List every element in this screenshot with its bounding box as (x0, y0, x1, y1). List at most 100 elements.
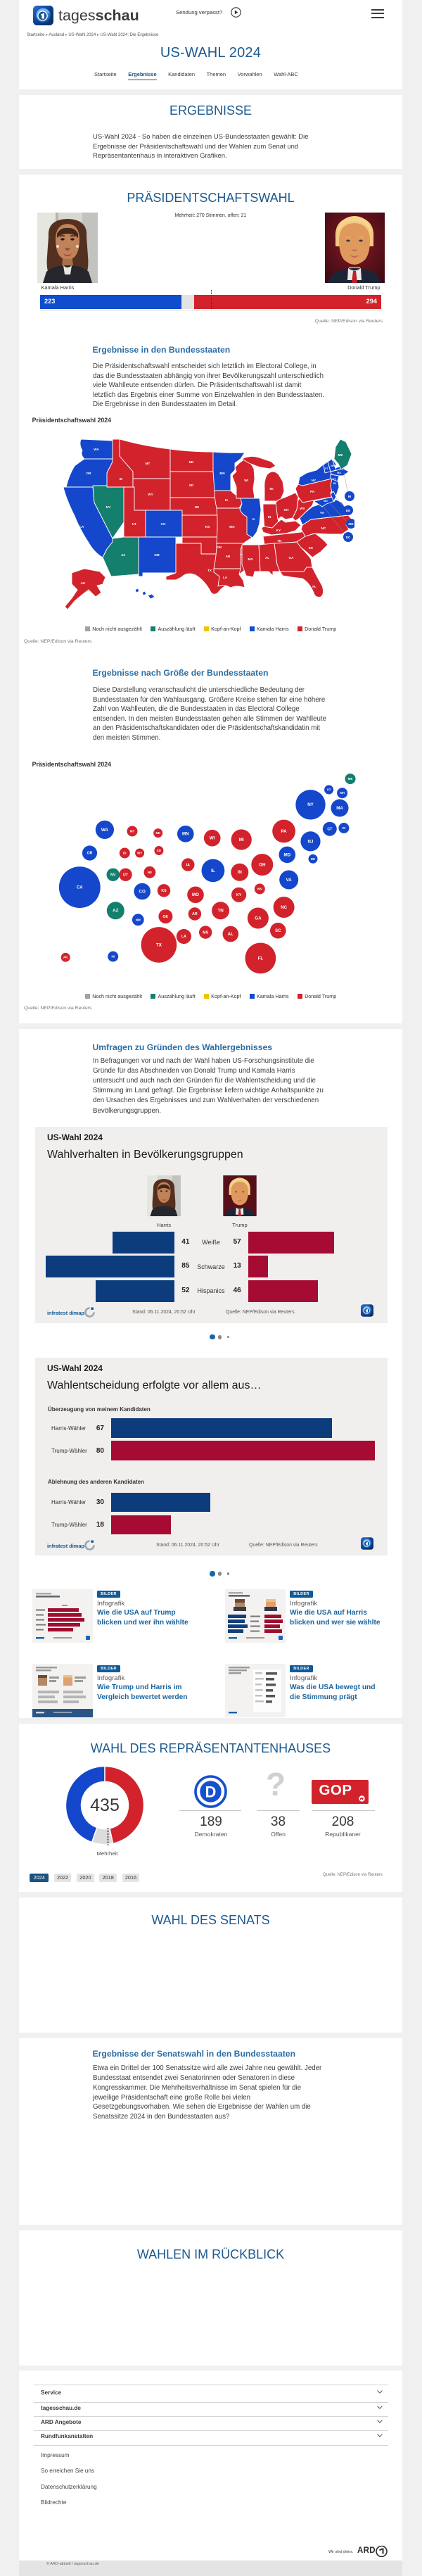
svg-text:NE: NE (195, 505, 199, 509)
svg-text:MD: MD (283, 852, 290, 857)
svg-text:IA: IA (186, 863, 190, 867)
svg-text:VT: VT (325, 467, 328, 470)
svg-text:MN: MN (182, 832, 189, 837)
svg-text:WY: WY (137, 851, 142, 854)
svg-text:ID: ID (123, 851, 127, 854)
svg-text:IL: IL (211, 869, 215, 873)
svg-text:WV: WV (257, 887, 262, 890)
svg-text:NC: NC (321, 526, 326, 530)
svg-text:AR: AR (192, 912, 198, 916)
svg-text:NH: NH (340, 791, 345, 795)
svg-text:GA: GA (289, 556, 295, 560)
svg-text:RI: RI (348, 495, 352, 498)
svg-text:TX: TX (207, 569, 212, 572)
svg-text:MI: MI (269, 487, 273, 491)
svg-text:VA: VA (286, 878, 293, 883)
svg-text:KS: KS (161, 889, 167, 893)
svg-text:KY: KY (236, 893, 242, 897)
svg-text:MD: MD (324, 500, 328, 503)
svg-text:LA: LA (181, 935, 186, 939)
svg-text:CA: CA (77, 885, 83, 890)
svg-text:TN: TN (217, 909, 224, 914)
svg-text:NH: NH (331, 465, 335, 467)
svg-text:GA: GA (255, 916, 262, 921)
svg-text:ME: ME (338, 453, 343, 457)
svg-text:OR: OR (87, 852, 93, 856)
svg-text:CA: CA (79, 525, 84, 529)
svg-text:WA: WA (101, 828, 108, 833)
svg-text:MS: MS (248, 557, 253, 561)
svg-text:NE: NE (148, 871, 152, 874)
svg-text:PA: PA (281, 829, 288, 834)
svg-text:AZ: AZ (121, 553, 125, 557)
svg-text:VT: VT (327, 788, 331, 791)
svg-text:WV: WV (300, 507, 305, 510)
svg-text:CT: CT (333, 478, 337, 481)
svg-text:WY: WY (148, 493, 153, 496)
svg-text:AL: AL (228, 932, 234, 937)
svg-text:TX: TX (156, 942, 162, 947)
svg-text:MT: MT (146, 462, 151, 465)
svg-text:OR: OR (87, 472, 92, 475)
svg-text:DE: DE (346, 509, 350, 512)
svg-text:OH: OH (284, 508, 290, 512)
svg-text:NJ: NJ (308, 839, 314, 844)
svg-text:CO: CO (139, 889, 146, 894)
svg-text:AK: AK (63, 956, 68, 959)
svg-text:PA: PA (310, 490, 315, 493)
svg-text:KY: KY (276, 529, 281, 532)
svg-text:NM: NM (154, 553, 159, 557)
svg-text:UT: UT (123, 873, 129, 877)
svg-text:DC: DC (346, 536, 351, 539)
svg-text:OH: OH (259, 862, 266, 867)
svg-text:SC: SC (309, 546, 314, 550)
svg-text:SD: SD (157, 849, 162, 852)
svg-text:MO: MO (192, 892, 199, 897)
svg-text:AL: AL (265, 556, 269, 560)
svg-text:NM: NM (136, 918, 141, 921)
svg-text:WI: WI (244, 479, 248, 482)
svg-text:OK: OK (163, 915, 169, 919)
svg-text:RI: RI (343, 826, 346, 830)
svg-text:MD: MD (348, 522, 354, 526)
svg-text:SD: SD (189, 484, 194, 487)
svg-text:MA: MA (337, 472, 341, 474)
svg-text:NV: NV (110, 873, 116, 877)
svg-text:LA: LA (223, 576, 228, 579)
svg-text:MA: MA (336, 806, 343, 811)
svg-text:ND: ND (189, 460, 194, 464)
svg-text:FL: FL (312, 585, 316, 588)
svg-text:ID: ID (120, 477, 123, 481)
svg-text:MS: MS (203, 930, 208, 935)
svg-text:AR: AR (226, 555, 231, 558)
svg-text:VA: VA (320, 511, 325, 514)
svg-text:NJ: NJ (333, 482, 337, 485)
svg-text:TN: TN (277, 539, 282, 543)
svg-text:MT: MT (130, 829, 135, 833)
svg-text:NV: NV (106, 505, 111, 509)
svg-text:MO: MO (229, 525, 235, 529)
svg-text:D: D (205, 1783, 217, 1801)
svg-text:CO: CO (161, 522, 166, 526)
svg-text:NY: NY (307, 802, 314, 807)
svg-text:UT: UT (132, 522, 136, 526)
svg-text:HI: HI (125, 597, 129, 600)
svg-text:OK: OK (217, 545, 223, 549)
svg-text:MI: MI (239, 838, 244, 842)
svg-text:WI: WI (210, 836, 215, 841)
svg-text:WA: WA (94, 448, 99, 451)
svg-text:ME: ME (348, 777, 353, 781)
svg-text:DE: DE (311, 857, 315, 861)
svg-text:NY: NY (312, 479, 316, 482)
svg-text:CT: CT (327, 827, 333, 831)
svg-text:IL: IL (252, 517, 255, 521)
svg-text:IN: IN (268, 515, 271, 519)
svg-text:MN: MN (219, 472, 225, 475)
svg-text:ND: ND (155, 831, 160, 835)
svg-text:NC: NC (281, 905, 287, 910)
svg-text:AZ: AZ (113, 909, 118, 914)
svg-text:AK: AK (81, 581, 86, 585)
svg-text:KS: KS (205, 525, 210, 529)
svg-text:HI: HI (111, 954, 115, 958)
svg-text:IN: IN (238, 870, 243, 875)
